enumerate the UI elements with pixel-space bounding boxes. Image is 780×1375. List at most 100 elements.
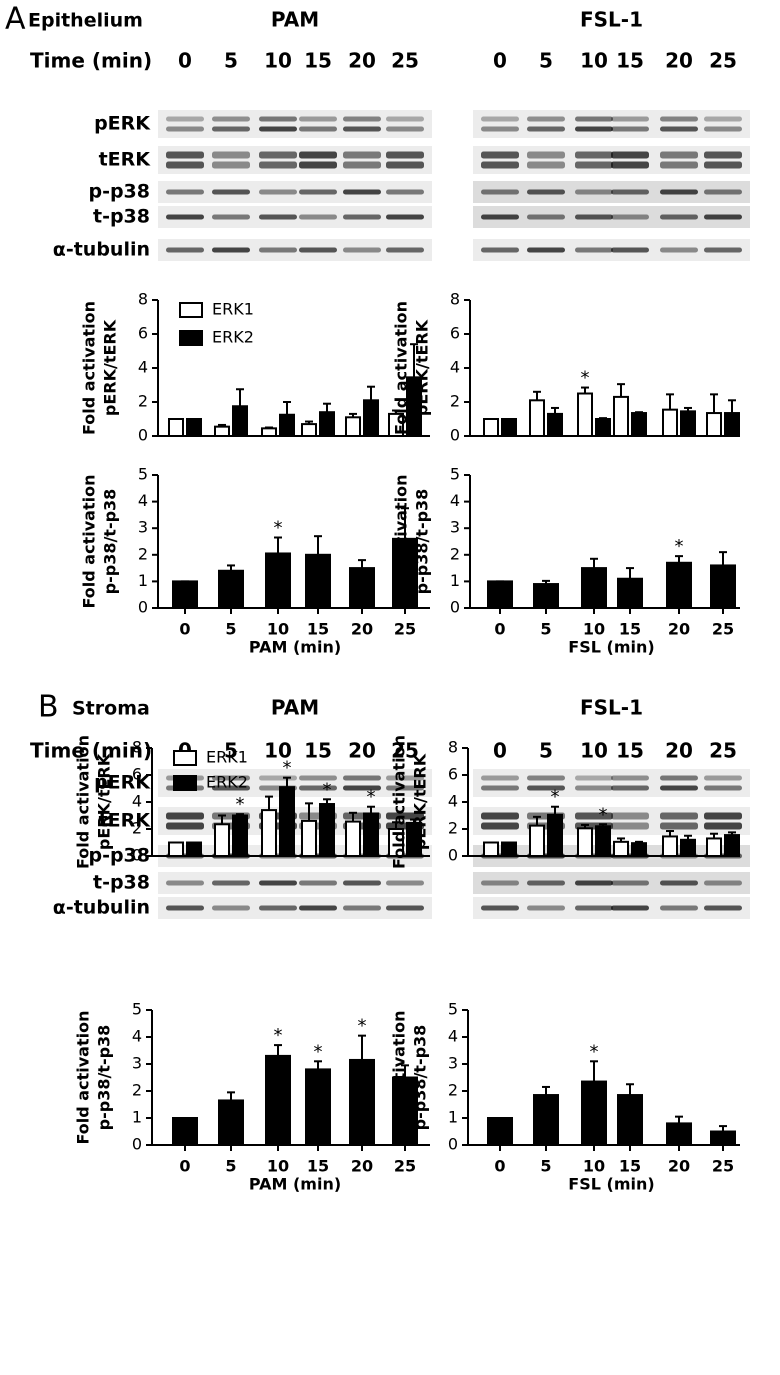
blot-band [527,126,565,132]
blot-band [481,161,519,169]
x-tick-label: 0 [494,1157,505,1176]
blot-strip [158,181,432,203]
blot-band [343,116,381,122]
bar [547,412,563,437]
significance-mark: * [590,1041,599,1062]
blot-time: 10 [264,49,292,73]
y-tick-label: 4 [138,358,148,377]
x-tick-label: 20 [351,1157,373,1176]
blot-band [166,905,204,911]
blot-time: 5 [224,49,238,73]
blot-band [259,126,297,132]
bar [349,567,375,609]
blot-band [166,822,204,830]
bar [706,837,722,858]
blot-band [481,214,519,220]
blot-band [660,126,698,132]
blot-band [212,151,250,159]
y-tick-label: 2 [132,819,142,838]
blot-band [527,151,565,159]
blot-time: 20 [348,49,376,73]
significance-mark: * [274,518,283,539]
blot-row-label: t-p38 [93,206,150,228]
blot-band [481,812,519,820]
blot-treatment: PAM [271,8,319,32]
bar [265,552,291,609]
significance-mark: * [675,536,684,557]
x-tick-label: 25 [712,1157,734,1176]
y-tick-label: 2 [448,819,458,838]
blot-time: 15 [616,739,644,763]
significance-mark: * [551,787,560,808]
y-tick-label: 5 [132,1000,142,1019]
x-tick-label: 20 [668,620,690,639]
y-tick-label: 1 [448,1108,458,1127]
blot-strip [158,146,432,174]
y-tick-label: 0 [450,426,460,445]
panel-tissue: Stroma [72,698,150,720]
y-tick-label: 0 [448,1135,458,1154]
bar [261,809,277,857]
bar [305,553,331,609]
blot-band [481,151,519,159]
blot-band [611,812,649,820]
blot-band [527,189,565,195]
legend-swatch [179,330,203,346]
blot-band [386,189,424,195]
bar [501,418,517,437]
legend-label: ERK2 [212,328,254,347]
y-tick-label: 1 [132,1108,142,1127]
y-tick-label: 8 [138,290,148,309]
blot-band [575,905,613,911]
x-axis-label: FSL (min) [568,638,654,657]
significance-mark: * [283,758,292,779]
bar [613,395,629,437]
y-tick-label: 0 [138,426,148,445]
blot-band [259,116,297,122]
bar [501,841,517,857]
y-tick-label: 8 [132,738,142,757]
blot-time: 20 [348,739,376,763]
blot-band [386,151,424,159]
blot-band [704,775,742,781]
bar [319,803,335,858]
x-tick-label: 5 [540,1157,551,1176]
blot-band [660,151,698,159]
significance-mark: * [367,787,376,808]
blot-time: 25 [709,739,737,763]
panel-tissue: Epithelium [28,10,143,32]
bar [710,1130,736,1146]
blot-time: 5 [224,739,238,763]
blot-time: 10 [264,739,292,763]
blot-band [575,775,613,781]
y-tick-label: 3 [448,1054,458,1073]
time-label: Time (min) [30,739,152,763]
blot-row-label: tERK [99,149,152,171]
bar [301,819,317,858]
blot-band [259,880,297,886]
blot-band [259,905,297,911]
blot-band [166,126,204,132]
legend-swatch [173,750,197,766]
y-tick-label: 5 [450,465,460,484]
bar [581,1080,607,1147]
blot-band [299,247,337,253]
significance-mark: * [358,1016,367,1037]
bar [186,418,202,437]
x-tick-label: 15 [619,620,641,639]
blot-band [386,812,424,820]
x-axis-label: PAM (min) [249,1175,341,1194]
blot-band [481,822,519,830]
blot-band [343,214,381,220]
blot-band [299,189,337,195]
bar [168,418,184,437]
y-tick-label: 1 [138,571,148,590]
significance-mark: * [323,779,332,800]
blot-band [386,116,424,122]
blot-band [575,126,613,132]
y-axis-label: Fold activation [390,1011,409,1145]
y-tick-label: 2 [138,544,148,563]
blot-band [343,785,381,791]
y-axis-label: Fold activation [74,1011,93,1145]
blot-band [343,189,381,195]
